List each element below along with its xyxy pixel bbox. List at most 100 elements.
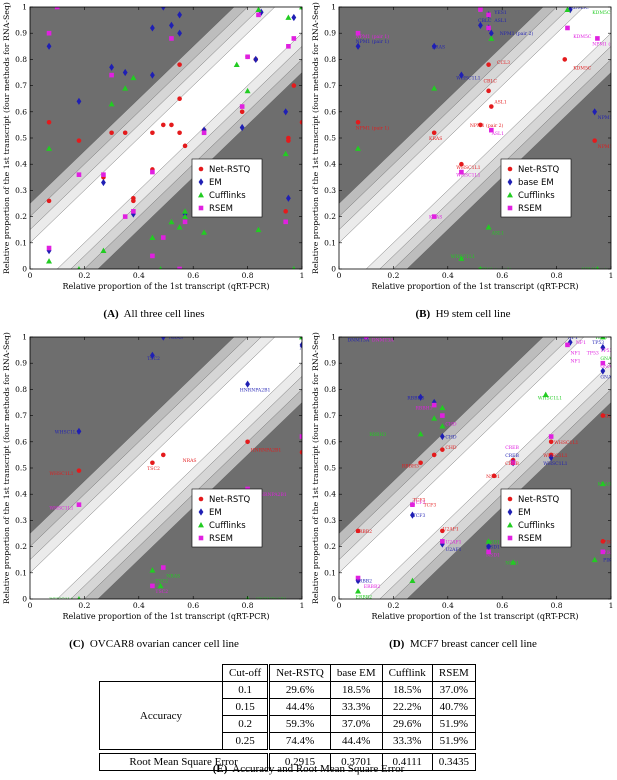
- net_rstq-point: [600, 413, 606, 418]
- cufflinks-point: [100, 247, 107, 254]
- gene-label: NPM1 (pair 1): [356, 33, 390, 40]
- legend-marker: [198, 496, 204, 502]
- panel-a-title: (A) All three cell lines: [0, 308, 308, 320]
- table-cell: 0.2915: [267, 753, 331, 771]
- gene-label: NPM1 (pair 3): [598, 143, 617, 150]
- em-point: [169, 21, 174, 29]
- rsem-point: [410, 502, 415, 507]
- legend: Net-RSTQ EM Cufflinks RSEM: [500, 488, 572, 548]
- gene-label: WHSC1L1: [456, 165, 480, 171]
- panel-a-label: (A): [103, 308, 119, 320]
- net_rstq-point: [286, 138, 291, 143]
- net_rstq-point: [562, 57, 568, 62]
- cufflinks-point: [158, 266, 163, 269]
- scatter-chart-c: NRASTSC2HNRNPA2B1WHSC1L1WHSC1L1NRASTSC2H…: [2, 332, 304, 621]
- y-tick-label: 0.8: [15, 55, 27, 64]
- gene-label: NRAS: [166, 573, 180, 579]
- scatter-chart-a: 0 0.2 0.4 0.6 0.8 1 0 0.1 0.2 0.3 0.4 0.5 0.6 0.7 0.8 0…: [2, 2, 305, 291]
- net_rstq-point: [489, 104, 494, 109]
- gene-label: TCF3: [424, 503, 437, 509]
- gene-label: CHD: [445, 421, 457, 427]
- em-point: [101, 178, 106, 187]
- y-tick-label: 0.9: [15, 359, 27, 368]
- cufflinks-point: [130, 74, 137, 81]
- cufflinks-point: [149, 567, 156, 573]
- gene-label: TP53: [592, 340, 604, 346]
- y-tick-label: 0.6: [15, 437, 27, 446]
- x-tick-label: 1: [300, 271, 305, 280]
- y-tick-label: 0.4: [324, 490, 336, 499]
- cufflinks-point: [417, 430, 424, 437]
- legend-marker: [507, 496, 513, 502]
- gene-label: WHSC1L1: [451, 254, 475, 260]
- gene-label: DNMT3A: [372, 338, 394, 344]
- panel-d-caption: MCF7 breast cancer cell line: [409, 638, 537, 650]
- cufflinks-point: [439, 423, 446, 429]
- gene-label: NSD1: [505, 560, 519, 566]
- legend-label: EM: [209, 178, 222, 188]
- rsem-point: [150, 583, 155, 589]
- cufflinks-point: [488, 35, 495, 41]
- legend-label: Net-RSTQ: [209, 495, 250, 505]
- table-cell: 0.25: [221, 732, 270, 750]
- band-edge: [30, 7, 275, 243]
- em-point: [600, 343, 606, 352]
- table-header-row: Cut-off Net-RSTQ base EM Cufflink RSEM: [100, 664, 476, 682]
- gene-label: DNMT3A: [347, 338, 369, 344]
- rsem-point: [150, 169, 155, 175]
- gene-label: NSD1: [486, 545, 500, 551]
- em-point: [291, 13, 297, 22]
- em-point: [283, 108, 289, 116]
- legend-marker: [198, 178, 204, 186]
- table-row: 0.2 59.3% 37.0% 29.6% 51.9%: [100, 715, 476, 733]
- legend-label: Cufflinks: [518, 191, 555, 201]
- table-cell: 29.6%: [381, 715, 433, 733]
- plot-area: [30, 7, 302, 269]
- gene-label: ASL1: [493, 99, 507, 105]
- y-tick-label: 0.7: [324, 411, 336, 420]
- gene-label: CREB: [505, 445, 519, 451]
- legend-marker: [198, 192, 204, 198]
- table-cell: 33.3%: [329, 698, 383, 716]
- rsem-point: [486, 12, 491, 18]
- cufflinks-point: [355, 145, 362, 151]
- y-tick-label: 0.6: [15, 107, 27, 116]
- cufflinks-point: [599, 480, 606, 487]
- y-tick-label: 0.3: [324, 516, 336, 525]
- gene-label: NPM1 (pair 1): [356, 125, 390, 132]
- panel-d: DNMT3A DNMT3A NF1 NF1 NF1 NF1 TP53 TP53 TP53 TP53…: [309, 330, 617, 660]
- net_rstq-point: [491, 473, 497, 479]
- rsem-point: [459, 169, 464, 175]
- x-tick-label: 0.4: [442, 271, 454, 280]
- em-point: [486, 543, 491, 551]
- y-tick-label: 0.7: [15, 411, 27, 420]
- cufflinks-point: [157, 582, 164, 589]
- plot-area: NRASTSC2HNRNPA2B1WHSC1L1WHSC1L1NRASTSC2H…: [30, 337, 302, 599]
- em-point: [253, 55, 259, 63]
- x-tick-label: 0.8: [551, 601, 563, 610]
- gene-label: KDM5C: [573, 34, 592, 40]
- table-panel-label: (E): [212, 763, 228, 775]
- rsem-point: [595, 36, 600, 41]
- table-cell: 18.5%: [329, 681, 383, 699]
- em-point: [548, 453, 554, 462]
- band-edge: [30, 7, 248, 217]
- panel-c-caption: OVCAR8 ovarian cancer cell line: [89, 638, 239, 650]
- gene-label: PIK3R: [603, 550, 617, 556]
- y-tick-label: 0.6: [324, 107, 336, 116]
- em-point: [109, 63, 114, 71]
- gene-label: CHD: [445, 435, 457, 441]
- gene-label: HNRNPA2B1: [240, 387, 271, 393]
- rsem-point: [440, 539, 445, 544]
- net_rstq-point: [239, 109, 245, 115]
- cufflinks-point: [431, 415, 438, 421]
- y-tick-label: 0: [331, 595, 336, 604]
- legend: Net-RSTQ EM Cufflinks RSEM: [191, 488, 263, 548]
- gene-label: WHSC1L1: [49, 471, 73, 477]
- legend-label: RSEM: [518, 204, 542, 214]
- rsem-point: [565, 342, 570, 348]
- gene-label: CREB: [505, 461, 519, 467]
- em-point: [567, 7, 573, 14]
- y-tick-label: 0: [22, 595, 27, 604]
- em-point: [567, 338, 573, 346]
